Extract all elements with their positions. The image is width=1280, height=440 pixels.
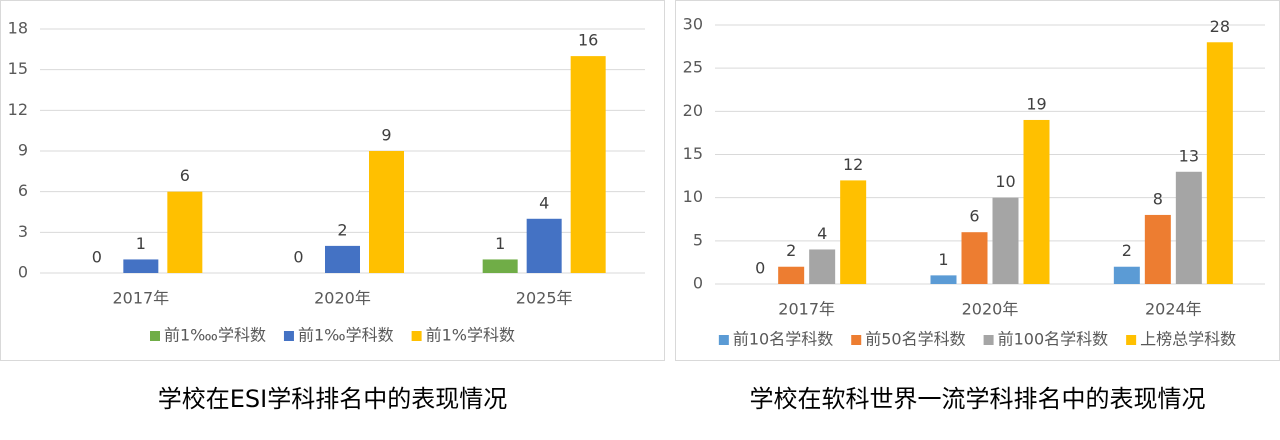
y-tick-label: 25 bbox=[683, 58, 703, 77]
y-tick-label: 15 bbox=[683, 144, 703, 163]
data-label: 1 bbox=[938, 250, 948, 269]
chart-caption: 学校在ESI学科排名中的表现情况 bbox=[158, 385, 507, 413]
bar bbox=[123, 259, 159, 273]
y-tick-label: 10 bbox=[683, 187, 703, 206]
y-tick-label: 0 bbox=[18, 263, 28, 282]
x-tick-label: 2017年 bbox=[112, 289, 169, 308]
y-tick-label: 5 bbox=[693, 230, 703, 249]
x-tick-label: 2025年 bbox=[516, 289, 573, 308]
legend-label: 前1%学科数 bbox=[426, 326, 515, 345]
data-label: 2 bbox=[1122, 241, 1132, 260]
chart-frame bbox=[0, 0, 665, 361]
bar bbox=[930, 275, 957, 284]
bar bbox=[526, 218, 562, 273]
data-label: 8 bbox=[1153, 189, 1163, 208]
y-tick-label: 15 bbox=[8, 59, 28, 78]
bar bbox=[482, 259, 518, 273]
bar bbox=[1206, 42, 1233, 285]
legend-label: 前100名学科数 bbox=[998, 330, 1109, 349]
bar bbox=[992, 197, 1019, 284]
bar bbox=[1023, 119, 1050, 284]
bar bbox=[1144, 214, 1171, 284]
bar bbox=[778, 266, 805, 284]
y-tick-label: 9 bbox=[18, 141, 28, 160]
y-tick-label: 12 bbox=[8, 100, 28, 119]
data-label: 19 bbox=[1026, 94, 1046, 113]
legend-swatch bbox=[983, 335, 994, 345]
bar bbox=[1175, 171, 1202, 284]
x-tick-label: 2024年 bbox=[1145, 300, 1202, 319]
legend-swatch bbox=[718, 335, 729, 345]
bar bbox=[1113, 266, 1140, 284]
y-tick-label: 0 bbox=[693, 274, 703, 293]
legend-swatch bbox=[150, 331, 160, 341]
chart-caption: 学校在软科世界一流学科排名中的表现情况 bbox=[750, 385, 1206, 413]
bar bbox=[167, 191, 203, 273]
bar bbox=[961, 232, 988, 284]
data-label: 6 bbox=[969, 207, 979, 226]
legend-label: 上榜总学科数 bbox=[1140, 330, 1236, 349]
data-label: 2 bbox=[337, 220, 347, 239]
legend-swatch bbox=[283, 331, 294, 341]
data-label: 28 bbox=[1210, 17, 1230, 36]
y-tick-label: 30 bbox=[683, 15, 703, 34]
legend-label: 前50名学科数 bbox=[865, 330, 965, 349]
x-tick-label: 2020年 bbox=[962, 300, 1019, 319]
x-tick-label: 2020年 bbox=[314, 289, 371, 308]
data-label: 16 bbox=[578, 31, 598, 50]
bar bbox=[325, 245, 360, 273]
data-label: 0 bbox=[293, 248, 303, 267]
data-label: 6 bbox=[180, 166, 190, 185]
data-label: 4 bbox=[539, 193, 549, 212]
bar bbox=[369, 151, 404, 273]
data-label: 4 bbox=[817, 224, 827, 243]
legend-label: 前1‰学科数 bbox=[298, 326, 394, 345]
legend-swatch bbox=[1126, 335, 1137, 345]
x-tick-label: 2017年 bbox=[778, 300, 835, 319]
data-label: 9 bbox=[381, 126, 391, 145]
data-label: 1 bbox=[136, 234, 146, 253]
data-label: 13 bbox=[1179, 146, 1199, 165]
y-tick-label: 6 bbox=[18, 181, 28, 200]
data-label: 12 bbox=[843, 155, 863, 174]
y-tick-label: 18 bbox=[8, 19, 28, 38]
bar bbox=[570, 56, 606, 273]
y-tick-label: 3 bbox=[18, 222, 28, 241]
data-label: 0 bbox=[755, 259, 765, 278]
bar bbox=[840, 180, 867, 284]
legend-label: 前10名学科数 bbox=[733, 330, 833, 349]
legend-label: 前1‱学科数 bbox=[164, 326, 266, 345]
data-label: 1 bbox=[495, 234, 505, 253]
legend-swatch bbox=[411, 331, 422, 341]
data-label: 2 bbox=[786, 241, 796, 260]
bar bbox=[809, 249, 836, 284]
data-label: 10 bbox=[995, 172, 1015, 191]
legend-swatch bbox=[851, 335, 862, 345]
y-tick-label: 20 bbox=[683, 101, 703, 120]
data-label: 0 bbox=[92, 248, 102, 267]
